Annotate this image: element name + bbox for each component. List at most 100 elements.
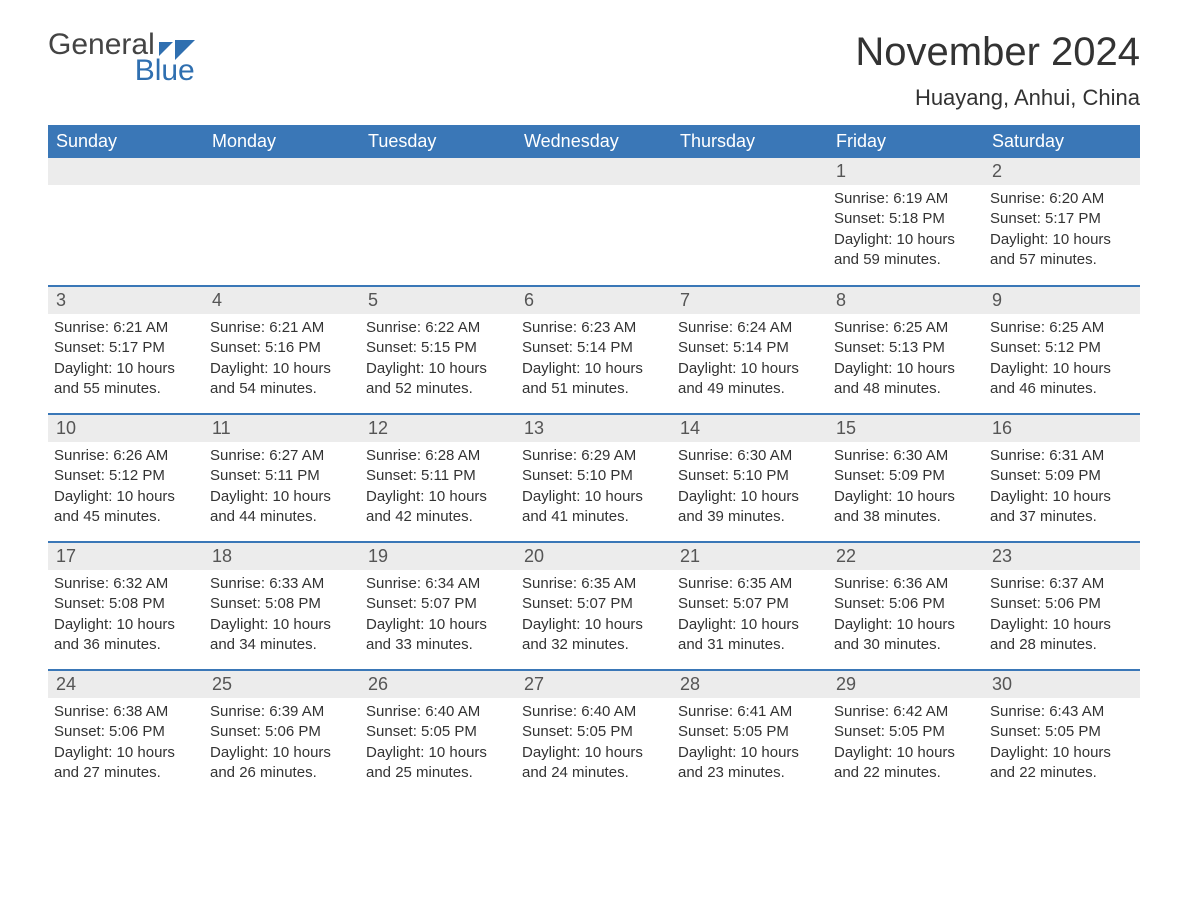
day-body: Sunrise: 6:38 AMSunset: 5:06 PMDaylight:… — [48, 698, 204, 789]
daylight-text: Daylight: 10 hours — [678, 615, 822, 635]
sunrise-text: Sunrise: 6:27 AM — [210, 446, 354, 466]
sunrise-text: Sunrise: 6:25 AM — [990, 318, 1134, 338]
weekday-header: Wednesday — [516, 125, 672, 158]
sunrise-text: Sunrise: 6:30 AM — [834, 446, 978, 466]
day-number: 7 — [672, 287, 828, 314]
day-number: 29 — [828, 671, 984, 698]
daylight-text: and 55 minutes. — [54, 379, 198, 399]
calendar-cell: 13Sunrise: 6:29 AMSunset: 5:10 PMDayligh… — [516, 414, 672, 542]
day-body: Sunrise: 6:26 AMSunset: 5:12 PMDaylight:… — [48, 442, 204, 533]
sunset-text: Sunset: 5:05 PM — [522, 722, 666, 742]
day-body: Sunrise: 6:34 AMSunset: 5:07 PMDaylight:… — [360, 570, 516, 661]
day-number: 18 — [204, 543, 360, 570]
daylight-text: Daylight: 10 hours — [210, 615, 354, 635]
sunrise-text: Sunrise: 6:24 AM — [678, 318, 822, 338]
daylight-text: Daylight: 10 hours — [210, 359, 354, 379]
sunset-text: Sunset: 5:07 PM — [678, 594, 822, 614]
calendar-cell: 10Sunrise: 6:26 AMSunset: 5:12 PMDayligh… — [48, 414, 204, 542]
sunset-text: Sunset: 5:05 PM — [834, 722, 978, 742]
daylight-text: and 52 minutes. — [366, 379, 510, 399]
sunrise-text: Sunrise: 6:21 AM — [210, 318, 354, 338]
sunset-text: Sunset: 5:05 PM — [678, 722, 822, 742]
daylight-text: Daylight: 10 hours — [678, 359, 822, 379]
day-body: Sunrise: 6:29 AMSunset: 5:10 PMDaylight:… — [516, 442, 672, 533]
sunrise-text: Sunrise: 6:35 AM — [522, 574, 666, 594]
day-body — [48, 185, 204, 265]
day-number: 4 — [204, 287, 360, 314]
daylight-text: Daylight: 10 hours — [990, 487, 1134, 507]
day-number: 2 — [984, 158, 1140, 185]
sunrise-text: Sunrise: 6:36 AM — [834, 574, 978, 594]
daylight-text: Daylight: 10 hours — [54, 359, 198, 379]
day-number: 11 — [204, 415, 360, 442]
daylight-text: and 57 minutes. — [990, 250, 1134, 270]
day-number: 20 — [516, 543, 672, 570]
calendar-cell: 9Sunrise: 6:25 AMSunset: 5:12 PMDaylight… — [984, 286, 1140, 414]
location: Huayang, Anhui, China — [855, 85, 1140, 111]
day-number — [360, 158, 516, 185]
weekday-header: Tuesday — [360, 125, 516, 158]
day-body: Sunrise: 6:43 AMSunset: 5:05 PMDaylight:… — [984, 698, 1140, 789]
daylight-text: and 34 minutes. — [210, 635, 354, 655]
sunset-text: Sunset: 5:17 PM — [990, 209, 1134, 229]
daylight-text: Daylight: 10 hours — [834, 743, 978, 763]
day-number: 13 — [516, 415, 672, 442]
daylight-text: and 25 minutes. — [366, 763, 510, 783]
daylight-text: Daylight: 10 hours — [522, 359, 666, 379]
daylight-text: Daylight: 10 hours — [54, 743, 198, 763]
daylight-text: Daylight: 10 hours — [834, 487, 978, 507]
sunrise-text: Sunrise: 6:38 AM — [54, 702, 198, 722]
day-number: 26 — [360, 671, 516, 698]
day-number: 15 — [828, 415, 984, 442]
sunrise-text: Sunrise: 6:35 AM — [678, 574, 822, 594]
sunset-text: Sunset: 5:11 PM — [210, 466, 354, 486]
daylight-text: and 51 minutes. — [522, 379, 666, 399]
day-number: 14 — [672, 415, 828, 442]
daylight-text: Daylight: 10 hours — [678, 743, 822, 763]
calendar-cell: 5Sunrise: 6:22 AMSunset: 5:15 PMDaylight… — [360, 286, 516, 414]
calendar-cell — [516, 158, 672, 286]
weekday-header: Friday — [828, 125, 984, 158]
sunrise-text: Sunrise: 6:37 AM — [990, 574, 1134, 594]
sunset-text: Sunset: 5:14 PM — [678, 338, 822, 358]
calendar-cell — [48, 158, 204, 286]
logo-word2: Blue — [48, 56, 195, 86]
day-body: Sunrise: 6:24 AMSunset: 5:14 PMDaylight:… — [672, 314, 828, 405]
sunrise-text: Sunrise: 6:20 AM — [990, 189, 1134, 209]
daylight-text: Daylight: 10 hours — [366, 487, 510, 507]
daylight-text: and 49 minutes. — [678, 379, 822, 399]
sunset-text: Sunset: 5:14 PM — [522, 338, 666, 358]
day-number: 19 — [360, 543, 516, 570]
daylight-text: Daylight: 10 hours — [834, 359, 978, 379]
header: General Blue November 2024 Huayang, Anhu… — [48, 30, 1140, 117]
day-number: 3 — [48, 287, 204, 314]
sunrise-text: Sunrise: 6:32 AM — [54, 574, 198, 594]
calendar-cell: 2 Sunrise: 6:20 AMSunset: 5:17 PMDaylight… — [984, 158, 1140, 286]
sunset-text: Sunset: 5:13 PM — [834, 338, 978, 358]
day-body: Sunrise: 6:22 AMSunset: 5:15 PMDaylight:… — [360, 314, 516, 405]
daylight-text: and 42 minutes. — [366, 507, 510, 527]
sunrise-text: Sunrise: 6:29 AM — [522, 446, 666, 466]
day-body: Sunrise: 6:28 AMSunset: 5:11 PMDaylight:… — [360, 442, 516, 533]
sunset-text: Sunset: 5:05 PM — [990, 722, 1134, 742]
daylight-text: Daylight: 10 hours — [990, 743, 1134, 763]
day-body: Sunrise: 6:39 AMSunset: 5:06 PMDaylight:… — [204, 698, 360, 789]
day-body: Sunrise: 6:40 AMSunset: 5:05 PMDaylight:… — [516, 698, 672, 789]
daylight-text: and 36 minutes. — [54, 635, 198, 655]
sunset-text: Sunset: 5:09 PM — [990, 466, 1134, 486]
sunset-text: Sunset: 5:18 PM — [834, 209, 978, 229]
day-body — [204, 185, 360, 265]
daylight-text: Daylight: 10 hours — [990, 230, 1134, 250]
daylight-text: and 33 minutes. — [366, 635, 510, 655]
sunset-text: Sunset: 5:16 PM — [210, 338, 354, 358]
day-body: Sunrise: 6:35 AMSunset: 5:07 PMDaylight:… — [516, 570, 672, 661]
calendar-cell: 11Sunrise: 6:27 AMSunset: 5:11 PMDayligh… — [204, 414, 360, 542]
weekday-header: Monday — [204, 125, 360, 158]
calendar-cell — [360, 158, 516, 286]
sunrise-text: Sunrise: 6:33 AM — [210, 574, 354, 594]
day-number: 8 — [828, 287, 984, 314]
day-body: Sunrise: 6:36 AMSunset: 5:06 PMDaylight:… — [828, 570, 984, 661]
day-body: Sunrise: 6:25 AMSunset: 5:12 PMDaylight:… — [984, 314, 1140, 405]
sunrise-text: Sunrise: 6:42 AM — [834, 702, 978, 722]
day-body: Sunrise: 6:27 AMSunset: 5:11 PMDaylight:… — [204, 442, 360, 533]
